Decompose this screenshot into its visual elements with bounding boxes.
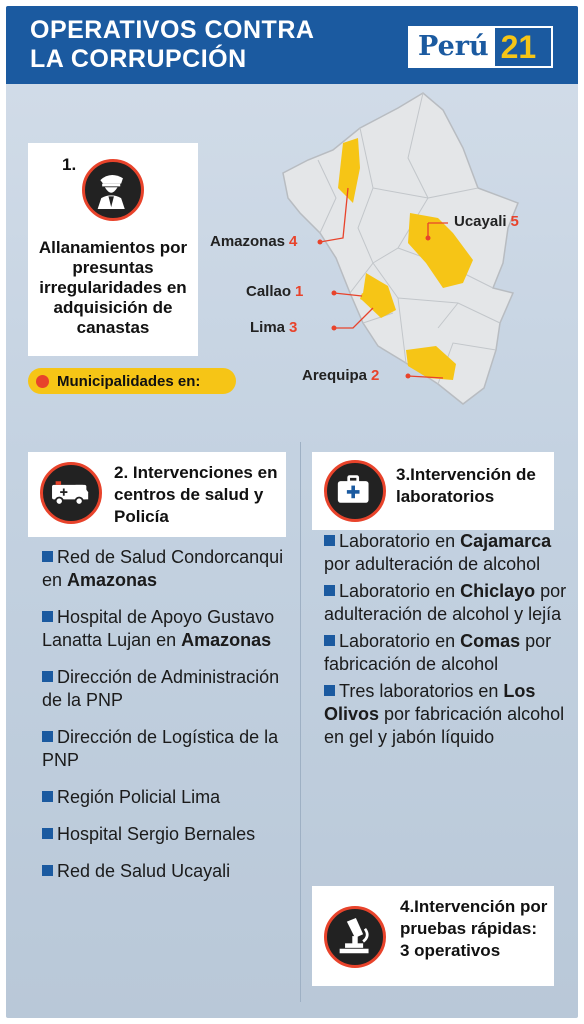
square-bullet-icon — [324, 535, 335, 546]
list-item: Tres laboratorios en Los Olivos por fabr… — [324, 681, 565, 747]
map-amazonas — [338, 138, 360, 203]
section1-number: 1. — [62, 155, 77, 174]
list-item: Dirección de Administración de la PNP — [42, 667, 280, 710]
section2-card: 2. Intervenciones en centros de salud y … — [28, 452, 286, 537]
list-item: Red de Salud Condorcanqui en Amazonas — [42, 547, 284, 590]
square-bullet-icon — [42, 828, 53, 839]
map-region-borders — [317, 92, 501, 385]
peru-map-drawing — [282, 92, 519, 405]
list-item: Dirección de Logística de la PNP — [42, 727, 279, 770]
list-item: Hospital de Apoyo Gustavo Lanatta Lujan … — [42, 607, 275, 650]
infographic: OPERATIVOS CONTRA LA CORRUPCIÓN Perú 21 — [6, 6, 578, 1018]
list-item: Laboratorio en Chiclayo por adulteración… — [324, 581, 567, 624]
section1-card: 1. Allanamientos por presuntas irregular… — [28, 143, 198, 356]
square-bullet-icon — [324, 685, 335, 696]
map-label-arequipa: Arequipa 2 — [302, 367, 380, 384]
square-bullet-icon — [42, 551, 53, 562]
section2-list: Red de Salud Condorcanqui en Amazonas Ho… — [42, 546, 292, 883]
section4-card: 4.Intervención por pruebas rápidas: 3 op… — [312, 886, 554, 986]
peru-map: Amazonas 4 Ucayali 5 Callao 1 Lima 3 Arequip… — [210, 88, 578, 418]
ambulance-icon — [40, 462, 102, 524]
square-bullet-icon — [42, 731, 53, 742]
square-bullet-icon — [42, 671, 53, 682]
column-divider — [300, 442, 301, 1002]
header-bar: OPERATIVOS CONTRA LA CORRUPCIÓN Perú 21 — [6, 6, 578, 84]
section3-card: 3.Intervención de laboratorios — [312, 452, 554, 530]
list-item: Laboratorio en Cajamarca por adulteració… — [324, 531, 552, 574]
map-arequipa — [406, 346, 456, 380]
map-ucayali — [408, 213, 473, 288]
logo-number: 21 — [500, 29, 537, 65]
section3-list: Laboratorio en Cajamarca por adulteració… — [324, 530, 572, 749]
list-item: Red de Salud Ucayali — [42, 860, 292, 883]
map-lima — [362, 273, 396, 318]
list-item: Hospital Sergio Bernales — [42, 823, 292, 846]
map-label-amazonas: Amazonas 4 — [210, 233, 298, 250]
police-officer-icon — [82, 159, 144, 221]
peru21-logo: Perú 21 — [408, 26, 553, 68]
section1-text: Allanamientos por presuntas irregularida… — [38, 238, 188, 337]
square-bullet-icon — [324, 635, 335, 646]
map-label-ucayali: Ucayali 5 — [454, 213, 519, 230]
first-aid-kit-icon — [324, 460, 386, 522]
list-item: Región Policial Lima — [42, 786, 292, 809]
bullet-dot-icon — [36, 374, 49, 388]
square-bullet-icon — [42, 791, 53, 802]
section3-title: 3.Intervención de laboratorios — [396, 465, 536, 506]
map-label-lima: Lima 3 — [250, 319, 298, 336]
map-label-callao: Callao 1 — [246, 283, 304, 300]
logo-text: Perú — [410, 28, 495, 66]
section2-title: 2. Intervenciones en centros de salud y … — [114, 463, 278, 526]
microscope-icon — [324, 906, 386, 968]
square-bullet-icon — [324, 585, 335, 596]
page-title: OPERATIVOS CONTRA LA CORRUPCIÓN — [30, 16, 315, 73]
list-item: Laboratorio en Comas por fabricación de … — [324, 631, 552, 674]
section4-title: 4.Intervención por pruebas rápidas: 3 op… — [400, 897, 548, 960]
map-callao — [360, 293, 368, 302]
pill-label: Municipalidades en: — [57, 372, 201, 390]
square-bullet-icon — [42, 611, 53, 622]
municipalidades-pill: Municipalidades en: — [28, 368, 236, 394]
square-bullet-icon — [42, 865, 53, 876]
map-markers — [317, 235, 431, 379]
